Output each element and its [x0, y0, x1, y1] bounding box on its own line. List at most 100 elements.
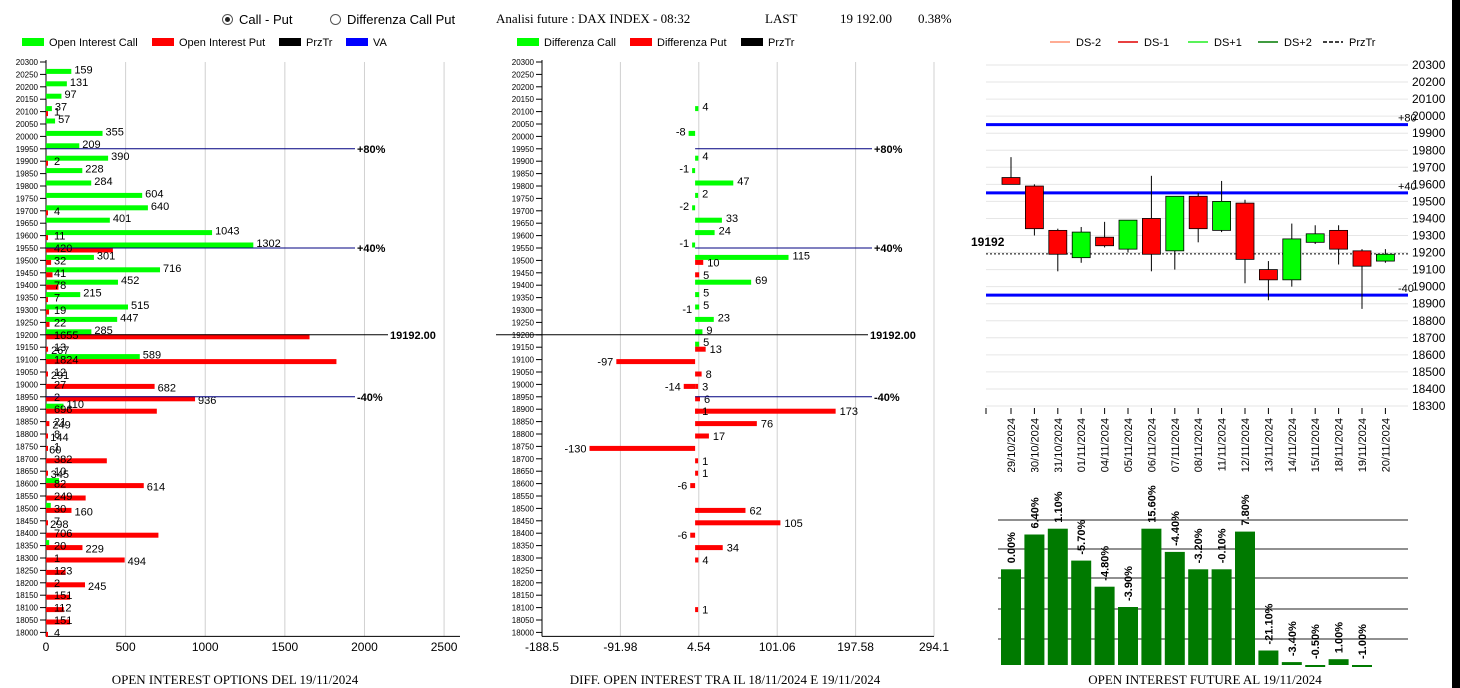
radio-differenza[interactable]: Differenza Call Put	[330, 12, 455, 27]
put-bar-19400	[46, 284, 59, 290]
call-bar-20050	[46, 118, 56, 124]
y-tick-19250: 19250	[16, 318, 39, 327]
candle-y-tick-11: 19200	[1412, 246, 1446, 260]
put-bar-19600	[46, 235, 48, 241]
oi-bar-label-0: 0.00%	[1006, 532, 1018, 563]
call-label-20100: 37	[55, 102, 67, 114]
diff-put-label-13: 1	[702, 456, 708, 468]
call-bar-19550	[46, 242, 254, 248]
put-label-18350: 20	[54, 541, 66, 553]
diff-call-label-10: 115	[793, 250, 811, 262]
y-tick-18800: 18800	[16, 430, 39, 439]
put-label-19450: 41	[54, 268, 66, 280]
diff-y-tick-20300: 20300	[512, 58, 535, 67]
diff-call-label-12: 5	[703, 288, 709, 300]
header-last-value: 19 192.00	[840, 11, 892, 26]
date-label-3: 01/11/2024	[1076, 418, 1088, 472]
candle-body-12	[1282, 238, 1302, 281]
candle-y-tick-17: 18600	[1412, 348, 1446, 362]
put-bar-19100	[46, 359, 337, 365]
y-tick-18150: 18150	[16, 591, 39, 600]
diff-put-bar-18	[690, 532, 696, 538]
extra-label-7: 345	[51, 469, 69, 481]
y-tick-18500: 18500	[16, 504, 39, 513]
diff-x-tick-3: 101.06	[759, 640, 796, 654]
diff-y-tick-18200: 18200	[512, 579, 535, 588]
put-label-18200: 2	[54, 578, 60, 590]
candle-y-tick-14: 18900	[1412, 297, 1446, 311]
y-tick-19750: 19750	[16, 194, 39, 203]
candle-body-3	[1071, 231, 1091, 259]
call-bar-19700	[46, 205, 148, 211]
diff-call-label-2: 4	[702, 151, 708, 163]
y-tick-19300: 19300	[16, 306, 39, 315]
date-label-11: 13/11/2024	[1263, 418, 1275, 472]
diff-put-label-7: 6	[704, 394, 710, 406]
candle-y-tick-8: 19500	[1412, 194, 1446, 208]
diff-put-bar-0	[695, 259, 704, 265]
y-tick-19000: 19000	[16, 380, 39, 389]
oi-bar-11	[1258, 650, 1279, 665]
call-label-19900: 390	[111, 151, 129, 163]
x-tick-4: 2000	[351, 640, 378, 654]
diff-call-label-5: 2	[702, 188, 708, 200]
candle-legend-label-4: PrzTr	[1349, 37, 1376, 49]
candle-y-tick-15: 18800	[1412, 314, 1446, 328]
candle-legend-label-1: DS-1	[1144, 37, 1169, 49]
radio-call-put-indicator[interactable]	[222, 14, 233, 25]
extra-label-3: 936	[198, 395, 216, 407]
diff-put-label-3: -97	[597, 357, 613, 369]
diff-put-bar-21	[695, 607, 699, 613]
call-label-19850: 228	[85, 164, 103, 176]
y-tick-18700: 18700	[16, 455, 39, 464]
diff-put-label-4: 8	[706, 369, 712, 381]
put-label-18650: 10	[54, 466, 66, 478]
diff-oi-chart: Differenza Call Differenza Put PrzTr -188.5…	[496, 37, 949, 654]
y-tick-19800: 19800	[16, 182, 39, 191]
diff-call-bar-14	[695, 316, 714, 322]
legend-swatch-0	[22, 38, 44, 46]
call-bar-19100	[46, 354, 140, 360]
put-label-19900: 2	[54, 156, 60, 168]
diff-put-bar-15	[690, 483, 696, 489]
diff-put-label-10: 76	[761, 419, 773, 431]
call-bar-19750	[46, 192, 143, 198]
y-tick-19900: 19900	[16, 157, 39, 166]
diff-call-label-13: 5	[703, 300, 709, 312]
diff-call-bar-16	[695, 341, 700, 347]
candle-y-tick-18: 18500	[1412, 365, 1446, 379]
put-bar-19450	[46, 272, 53, 278]
oi-bar-label-9: -0.10%	[1217, 528, 1229, 563]
call-label-19750: 604	[145, 188, 163, 200]
call-bar-19350	[46, 292, 81, 298]
call-bar-18350	[46, 540, 50, 546]
call-bar-19900	[46, 155, 109, 161]
diff-call-bar-15	[695, 329, 703, 335]
date-label-1: 30/10/2024	[1029, 418, 1041, 472]
oi-bar-label-2: 1.10%	[1053, 491, 1065, 522]
radio-differenza-indicator[interactable]	[330, 14, 341, 25]
diff-y-tick-19450: 19450	[512, 269, 535, 278]
diff-put-bar-8	[695, 408, 836, 414]
call-label-19350: 215	[83, 288, 101, 300]
candle-y-tick-9: 19400	[1412, 211, 1446, 225]
diff-y-tick-20000: 20000	[512, 132, 535, 141]
y-tick-19150: 19150	[16, 343, 39, 352]
put-label-19200: 1655	[54, 330, 78, 342]
x-tick-2: 1000	[192, 640, 219, 654]
extra-label-5: 144	[50, 432, 68, 444]
diff-legend-label-0: Differenza Call	[544, 37, 616, 49]
diff-y-tick-19150: 19150	[512, 343, 535, 352]
oi-bar-8	[1188, 569, 1209, 665]
legend-label-2: PrzTr	[306, 37, 333, 49]
future-candles-chart: DS-2 DS-1 DS+1 DS+2 PrzTr 20300 20200 20100 2000…	[971, 37, 1446, 472]
call-label-19450: 716	[163, 263, 181, 275]
put-bar-18900	[46, 408, 157, 414]
diff-y-tick-19000: 19000	[512, 380, 535, 389]
put-label-18900: 696	[54, 404, 72, 416]
put-bar-18950	[46, 396, 196, 402]
put-bar-18450	[46, 520, 48, 526]
put-label-19100: 1824	[54, 355, 78, 367]
radio-call-put[interactable]: Call - Put	[222, 12, 292, 27]
